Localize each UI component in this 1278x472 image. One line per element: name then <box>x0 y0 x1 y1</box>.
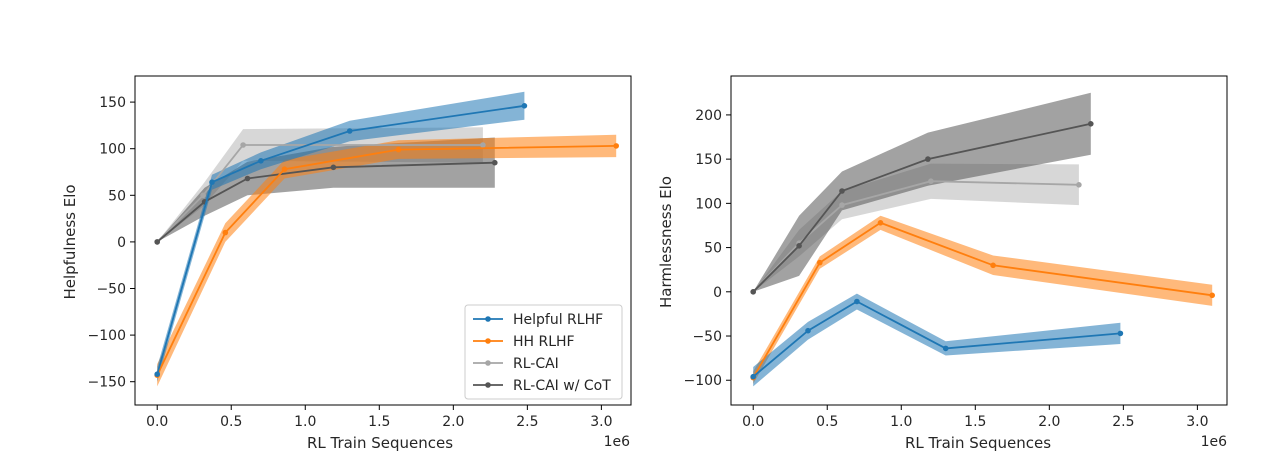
y-tick-label: 50 <box>704 241 722 257</box>
x-tick-label: 0.5 <box>220 414 242 430</box>
data-point-helpful-rlhf <box>521 103 528 109</box>
data-point-hh-rlhf <box>877 220 884 226</box>
x-tick-label: 1.0 <box>890 414 912 430</box>
x-tick-label: 2.0 <box>442 414 464 430</box>
x-axis-label: RL Train Sequences <box>905 434 1051 452</box>
x-tick-label: 0.5 <box>816 414 838 430</box>
x-tick-label: 3.0 <box>590 414 612 430</box>
data-point-rl-cai <box>240 142 246 148</box>
x-axis-label: RL Train Sequences <box>307 434 453 452</box>
data-point-helpful-rlhf <box>805 327 811 334</box>
legend: Helpful RLHF HH RLHF RL-CAI RL-CAI w/ CoT <box>464 304 623 400</box>
y-tick-label: −100 <box>88 328 126 344</box>
confidence-band-rl-cai-w-cot <box>157 137 495 242</box>
y-axis-label: Harmlessness Elo <box>657 176 675 308</box>
legend-label-rl-cai-w-cot: RL-CAI w/ CoT <box>513 378 611 394</box>
data-point-rl-cai <box>480 142 486 148</box>
data-point-hh-rlhf <box>222 229 229 236</box>
y-axis-label: Helpfulness Elo <box>61 184 79 299</box>
y-tick-label: 50 <box>108 188 126 204</box>
confidence-band-helpful-rlhf <box>157 91 525 382</box>
plot-area <box>750 92 1215 387</box>
data-point-rl-cai-w-cot <box>1088 121 1094 127</box>
x-tick-label: 2.5 <box>1112 414 1134 430</box>
data-point-hh-rlhf <box>613 143 619 149</box>
confidence-band-helpful-rlhf <box>753 293 1121 387</box>
legend-box <box>464 304 623 400</box>
data-point-rl-cai <box>839 202 845 208</box>
legend-marker-hh-rlhf <box>485 338 491 344</box>
data-point-rl-cai-w-cot <box>330 164 337 171</box>
y-tick-label: −150 <box>88 375 126 391</box>
data-point-helpful-rlhf <box>346 128 353 134</box>
x-offset-label: 1e6 <box>1201 434 1228 450</box>
y-tick-label: 100 <box>99 142 126 158</box>
harmlessness-chart: RL Train Sequences Harmlessness Elo 1e6 … <box>657 75 1228 452</box>
x-tick-label: 1.5 <box>368 414 390 430</box>
data-point-helpful-rlhf <box>209 179 215 185</box>
y-tick-label: 0 <box>713 285 722 301</box>
data-point-hh-rlhf <box>395 146 402 153</box>
data-point-helpful-rlhf <box>258 158 264 164</box>
data-point-helpful-rlhf <box>154 371 160 378</box>
y-tick-label: −50 <box>692 329 722 345</box>
x-tick-label: 3.0 <box>1186 414 1208 430</box>
data-point-hh-rlhf <box>1209 292 1215 299</box>
data-point-helpful-rlhf <box>750 373 756 380</box>
y-tick-label: −100 <box>684 373 722 389</box>
data-point-helpful-rlhf <box>942 345 949 352</box>
data-point-rl-cai-w-cot <box>750 289 756 295</box>
y-tick-label: 150 <box>695 152 722 168</box>
helpfulness-chart: RL Train Sequences Helpfulness Elo 1e6 0… <box>61 75 632 452</box>
axes-frame <box>730 75 1228 406</box>
data-point-rl-cai <box>1076 182 1082 188</box>
data-point-rl-cai-w-cot <box>925 156 931 162</box>
data-point-rl-cai-w-cot <box>839 188 845 194</box>
data-point-rl-cai-w-cot <box>492 159 498 166</box>
series-line-hh-rlhf <box>752 221 1213 379</box>
legend-label-rl-cai: RL-CAI <box>513 356 559 372</box>
x-tick-label: 0.0 <box>742 414 764 430</box>
data-point-rl-cai-w-cot <box>154 239 160 245</box>
y-tick-label: −50 <box>96 281 126 297</box>
data-point-rl-cai <box>200 192 206 199</box>
confidence-band-hh-rlhf <box>753 215 1213 384</box>
x-tick-label: 2.0 <box>1038 414 1060 430</box>
axes-frame <box>134 75 632 406</box>
y-tick-label: 100 <box>695 196 722 212</box>
data-point-hh-rlhf <box>990 262 996 269</box>
y-tick-label: 150 <box>99 95 126 111</box>
x-tick-label: 0.0 <box>146 414 168 430</box>
series-line-rl-cai <box>156 144 483 243</box>
x-tick-label: 1.5 <box>964 414 986 430</box>
y-tick-label: 200 <box>695 108 722 124</box>
confidence-band-rl-cai <box>753 163 1079 292</box>
x-offset-label: 1e6 <box>604 434 631 450</box>
data-point-hh-rlhf <box>281 166 288 172</box>
legend-marker-rl-cai <box>485 360 491 366</box>
plot-area <box>154 91 619 387</box>
data-point-rl-cai-w-cot <box>244 175 251 182</box>
legend-label-hh-rlhf: HH RLHF <box>513 334 575 350</box>
data-point-helpful-rlhf <box>854 298 860 305</box>
data-point-hh-rlhf <box>817 259 823 266</box>
legend-label-helpful-rlhf: Helpful RLHF <box>513 312 603 328</box>
y-tick-label: 0 <box>117 235 126 251</box>
x-tick-label: 1.0 <box>294 414 316 430</box>
x-tick-label: 2.5 <box>516 414 538 430</box>
legend-marker-rl-cai-w-cot <box>485 382 491 388</box>
data-point-helpful-rlhf <box>1117 330 1124 337</box>
data-point-rl-cai-w-cot <box>796 243 802 249</box>
legend-marker-helpful-rlhf <box>485 316 491 322</box>
data-point-rl-cai <box>928 178 934 184</box>
